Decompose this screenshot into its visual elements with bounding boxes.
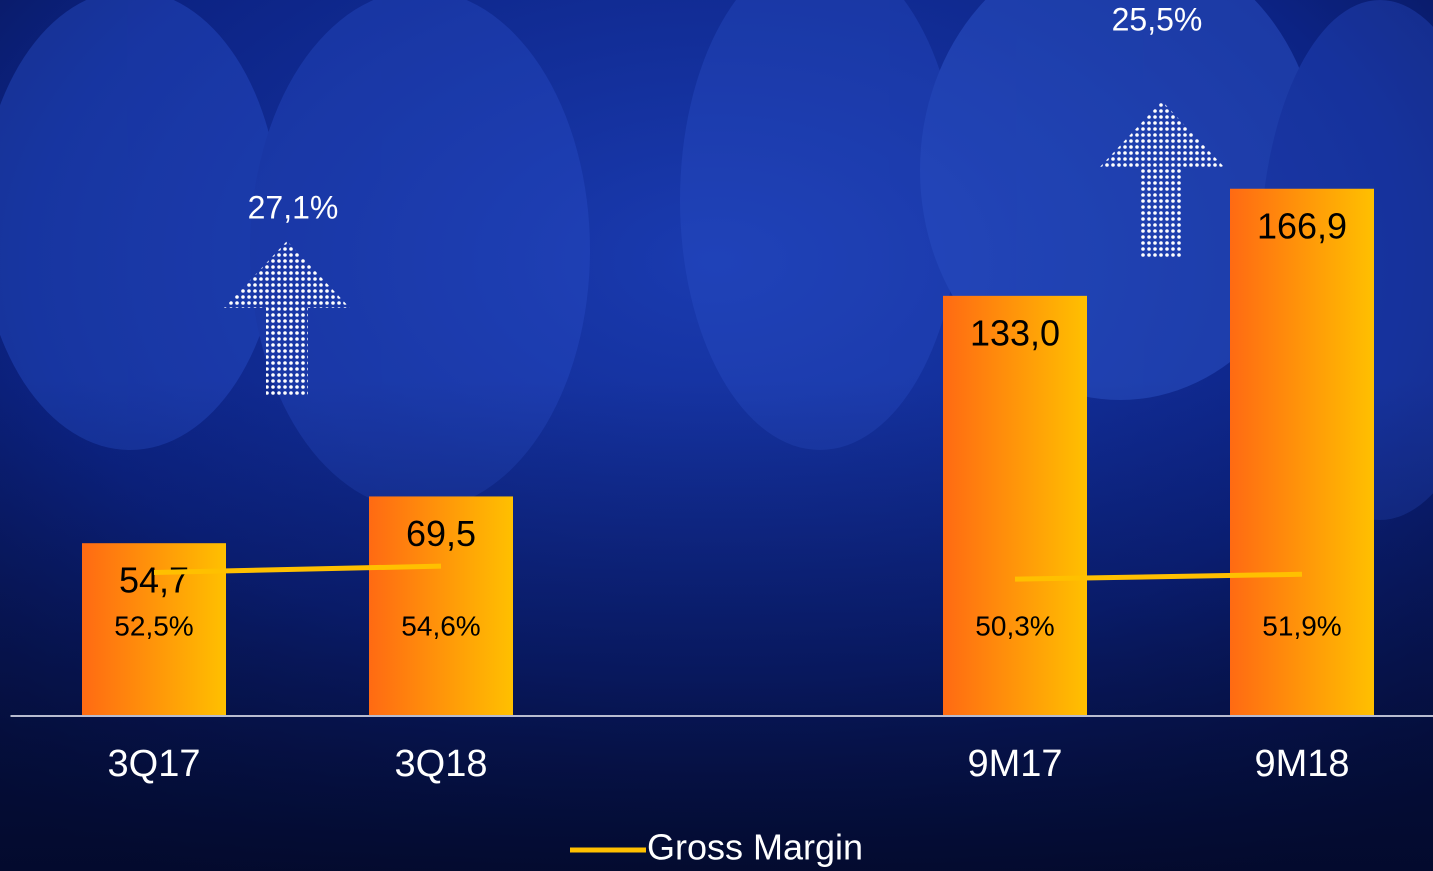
legend-label: Gross Margin: [647, 827, 863, 868]
line-value-label: 52,5%: [114, 610, 193, 641]
bar-value-label: 133,0: [970, 312, 1060, 353]
bar-value-label: 69,5: [406, 513, 476, 554]
growth-arrow: [224, 101, 1225, 397]
growth-annotation: 25,5%: [1112, 1, 1203, 37]
line: [153, 563, 1303, 582]
bar: [943, 295, 1087, 716]
growth-annotation: 27,1%: [248, 189, 339, 225]
bar-value-label: 166,9: [1257, 205, 1347, 246]
x-tick-label: 9M18: [1254, 743, 1349, 785]
bar-value-label: 54,7: [119, 560, 189, 601]
arrow: [224, 241, 350, 397]
line-value-label: 51,9%: [1262, 610, 1341, 641]
background-ground: [0, 380, 1433, 871]
bar: [369, 496, 513, 716]
x-tick-label: 3Q17: [108, 743, 201, 785]
x-tick-label: 9M17: [967, 743, 1062, 785]
x-tick-label: 3Q18: [395, 743, 488, 785]
bar: [1230, 188, 1374, 716]
line-value-label: 50,3%: [975, 610, 1054, 641]
arrow: [1099, 101, 1225, 258]
line-value-label: 54,6%: [401, 610, 480, 641]
